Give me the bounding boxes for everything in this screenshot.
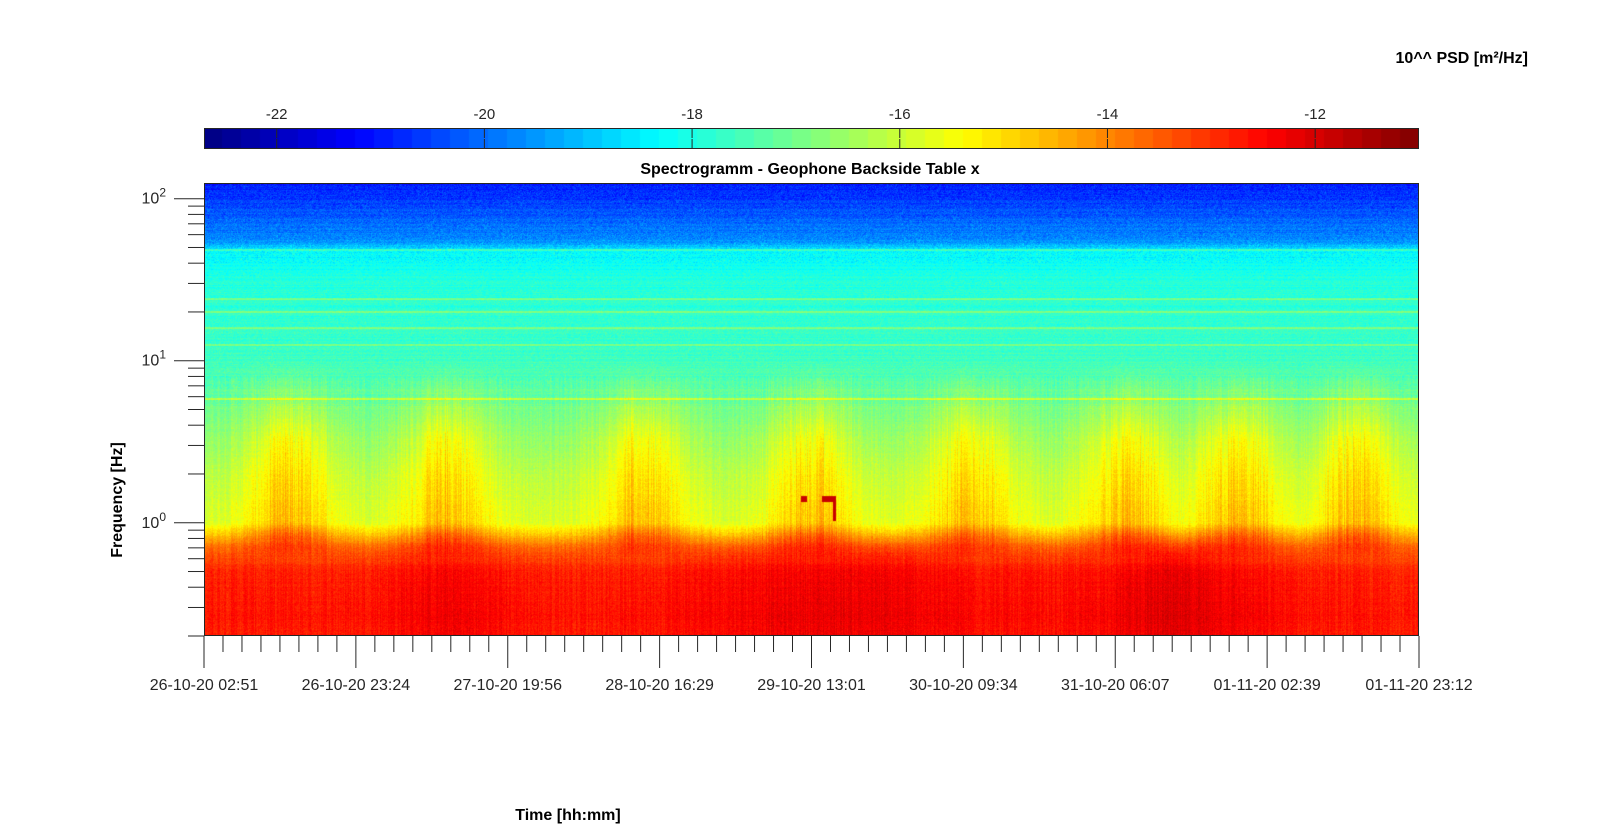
x-tick-label: 01-11-20 02:39 [1213,677,1320,694]
colorbar-gradient [204,128,1419,149]
y-tick-label: 101 [142,348,167,370]
x-tick-label: 01-11-20 23:12 [1365,677,1472,694]
colorbar-tick-label: -20 [474,106,496,123]
colorbar-tick-label: -12 [1304,106,1326,123]
x-tick-label: 30-10-20 09:34 [909,677,1018,694]
plot-frame [204,183,1419,636]
colorbar-tick-label: -16 [889,106,911,123]
colorbar-frame [204,128,1419,149]
y-tick-label: 102 [142,186,167,208]
spectrogram-heatmap [204,183,1419,636]
colorbar-tick-label: -18 [681,106,703,123]
x-axis-label: Time [hh:mm] [515,807,620,824]
axes-layer: -22 -20 -18 -16 -14 -12 100 101 102 26-10-20 02:5… [142,106,1473,694]
chart-title: Spectrogramm - Geophone Backside Table x [640,161,979,178]
x-tick-label: 26-10-20 23:24 [302,677,411,694]
y-axis-label: Frequency [Hz] [109,442,126,558]
colorbar-tick-label: -14 [1097,106,1119,123]
x-tick-label: 26-10-20 02:51 [150,677,259,694]
x-tick-label: 31-10-20 06:07 [1061,677,1170,694]
y-tick-label: 100 [142,510,167,532]
x-tick-label: 27-10-20 19:56 [453,677,562,694]
colorbar-tick-label: -22 [266,106,288,123]
colorbar-label: 10^^ PSD [m²/Hz] [1396,50,1528,67]
x-tick-label: 29-10-20 13:01 [757,677,866,694]
x-tick-label: 28-10-20 16:29 [605,677,714,694]
